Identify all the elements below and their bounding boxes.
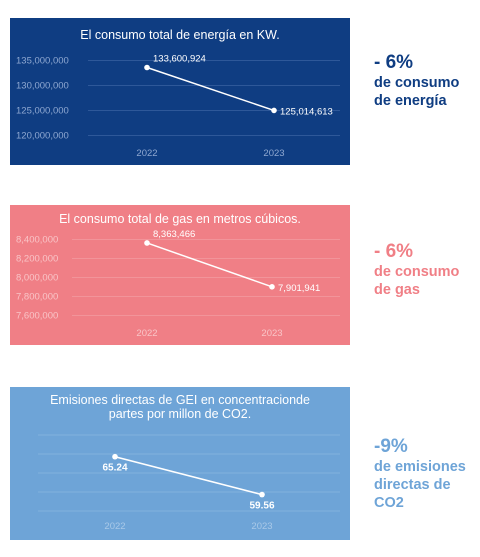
- energy-stat-value: - 6%: [374, 52, 414, 73]
- emissions-chart-title: Emisiones directas de GEI en concentraci…: [50, 393, 310, 407]
- energy-y-tick-label: 125,000,000: [16, 106, 69, 117]
- energy-x-tick-label: 2023: [263, 148, 284, 159]
- energy-data-point: [271, 107, 277, 114]
- energy-chart-title: El consumo total de energía en KW.: [80, 28, 279, 42]
- energy-chart-panel: El consumo total de energía en KW. 135,00…: [10, 18, 350, 165]
- energy-series-line: [146, 66, 275, 112]
- gas-y-tick-label: 7,600,000: [16, 311, 58, 322]
- energy-stat-text: de consumo de energía: [374, 75, 460, 109]
- energy-data-point: [144, 64, 150, 71]
- gas-data-label: 7,901,941: [278, 283, 320, 294]
- emissions-chart-title: partes por millon de CO2.: [109, 407, 251, 421]
- gas-chart-panel: El consumo total de gas en metros cúbico…: [10, 205, 350, 345]
- energy-y-tick-label: 135,000,000: [16, 56, 69, 67]
- gas-y-tick-label: 8,400,000: [16, 235, 58, 246]
- gas-stat-text: de consumo de gas: [374, 264, 460, 298]
- gas-x-tick-label: 2022: [136, 328, 157, 339]
- emissions-data-point: [259, 491, 265, 498]
- emissions-line-chart: Emisiones directas de GEI en concentraci…: [38, 393, 340, 532]
- gas-stat: - 6% de consumo de gas: [374, 241, 474, 299]
- gas-stat-value: - 6%: [374, 241, 414, 262]
- emissions-series-line: [114, 456, 263, 496]
- emissions-data-point: [112, 453, 118, 460]
- energy-y-tick-label: 130,000,000: [16, 81, 69, 92]
- gas-y-tick-label: 7,800,000: [16, 292, 58, 303]
- emissions-chart-panel: Emisiones directas de GEI en concentraci…: [10, 387, 350, 540]
- emissions-x-tick-label: 2022: [104, 521, 125, 532]
- gas-line-chart: El consumo total de gas en metros cúbico…: [16, 212, 340, 339]
- gas-data-label: 8,363,466: [153, 229, 195, 240]
- gas-data-point: [144, 240, 150, 246]
- emissions-x-tick-label: 2023: [251, 521, 272, 532]
- gas-x-tick-label: 2023: [261, 328, 282, 339]
- energy-x-tick-label: 2022: [136, 148, 157, 159]
- gas-series-line: [146, 242, 273, 288]
- emissions-data-label: 59.56: [249, 501, 274, 512]
- gas-chart-title: El consumo total de gas en metros cúbico…: [59, 212, 301, 226]
- gas-data-point: [269, 284, 275, 290]
- emissions-stat: -9% de emisiones directas de CO2: [374, 436, 474, 512]
- emissions-stat-value: -9%: [374, 436, 408, 457]
- energy-data-label: 133,600,924: [153, 53, 206, 64]
- emissions-data-label: 65.24: [102, 463, 127, 474]
- gas-y-tick-label: 8,000,000: [16, 273, 58, 284]
- energy-stat: - 6% de consumo de energía: [374, 52, 474, 110]
- energy-line-chart: El consumo total de energía en KW. 135,00…: [16, 28, 340, 159]
- emissions-stat-text: de emisiones directas de CO2: [374, 459, 466, 511]
- energy-y-tick-label: 120,000,000: [16, 131, 69, 142]
- energy-data-label: 125,014,613: [280, 106, 333, 117]
- gas-y-tick-label: 8,200,000: [16, 254, 58, 265]
